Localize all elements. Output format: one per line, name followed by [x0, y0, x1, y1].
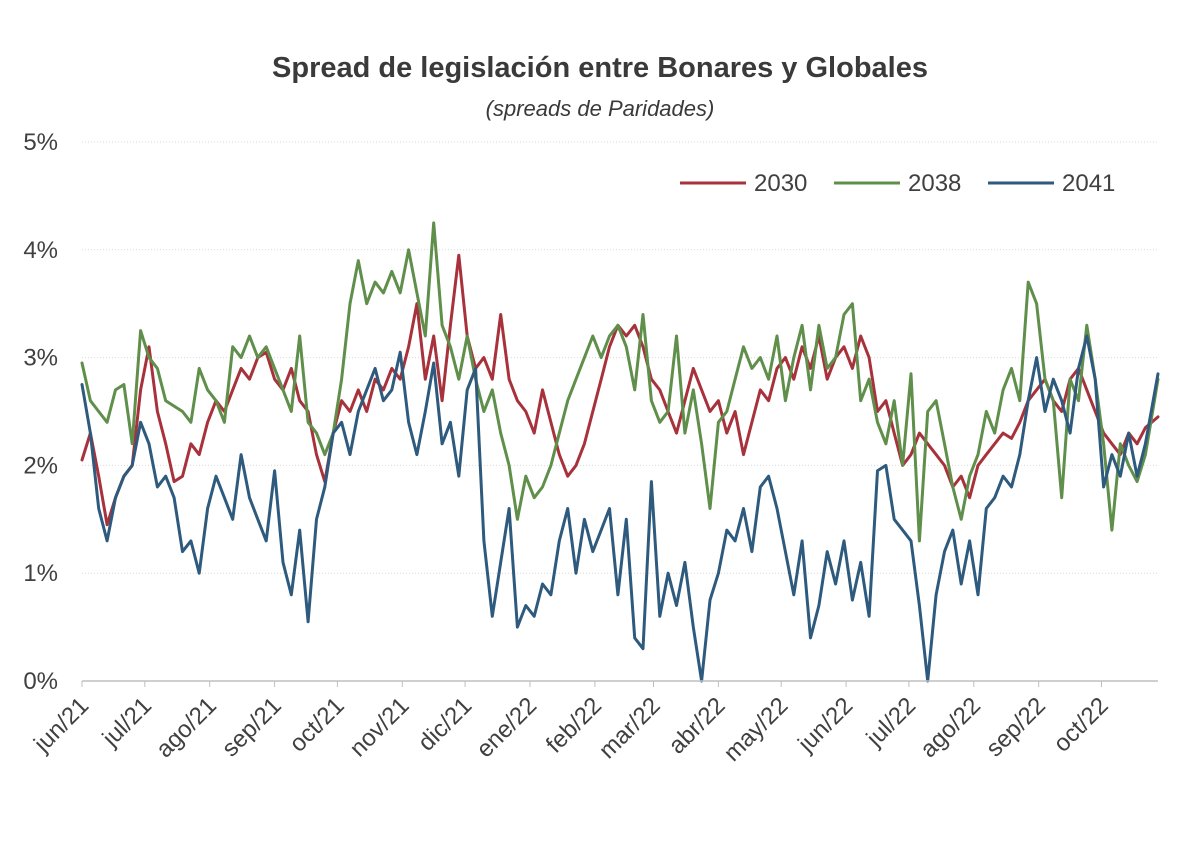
y-tick-label: 4% [23, 237, 58, 264]
series-line-2030 [80, 253, 1160, 527]
legend-label-2030: 2030 [754, 170, 807, 197]
x-tick-label: dic/21 [413, 692, 477, 756]
y-tick-label: 0% [23, 668, 58, 695]
y-tick-label: 1% [23, 560, 58, 587]
x-tick-label: sep/22 [981, 692, 1051, 762]
x-tick-label: jul/21 [97, 692, 157, 752]
y-tick-label: 3% [23, 345, 58, 372]
series-line-2041 [80, 334, 1160, 683]
x-tick-label: oct/21 [284, 692, 349, 757]
gridlines [82, 141, 1158, 574]
legend: 2030 2038 2041 [680, 170, 1115, 197]
x-tick-label: jun/21 [28, 692, 94, 758]
chart-subtitle: (spreads de Paridades) [485, 96, 715, 121]
x-tick-label: oct/22 [1048, 692, 1113, 757]
chart-title: Spread de legislación entre Bonares y Gl… [272, 52, 928, 84]
y-tick-label: 5% [23, 129, 58, 156]
x-tick-label: sep/21 [217, 692, 287, 762]
x-tick-label: ene/22 [471, 692, 542, 763]
series-lines [80, 221, 1160, 683]
legend-label-2041: 2041 [1062, 170, 1115, 197]
x-tick-label: mar/22 [594, 692, 666, 764]
x-tick-label: jun/22 [792, 692, 858, 758]
x-tick-label: may/22 [719, 692, 794, 767]
legend-label-2038: 2038 [908, 170, 961, 197]
x-tick-label: jul/22 [861, 692, 921, 752]
x-tick-label: ago/22 [915, 692, 986, 763]
x-tick-label: ago/21 [151, 692, 222, 763]
series-line-2038 [80, 221, 1160, 543]
y-tick-label: 2% [23, 452, 58, 479]
x-tick-label: nov/21 [344, 692, 414, 762]
